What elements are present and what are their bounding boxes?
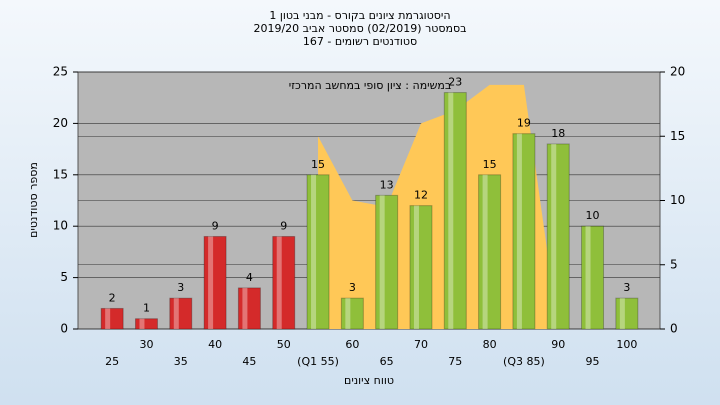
x-tick-label: 30 xyxy=(139,338,153,351)
y-tick-label: 10 xyxy=(53,219,68,233)
y-tick-label: 5 xyxy=(60,270,68,284)
bar-shine xyxy=(345,298,351,329)
bar xyxy=(237,287,261,330)
bar xyxy=(340,297,364,330)
value-label: 3 xyxy=(623,281,630,294)
bar-shine xyxy=(276,236,282,329)
bar-shine xyxy=(105,308,111,329)
y2-tick-label: 10 xyxy=(670,193,685,207)
value-label: 18 xyxy=(551,127,565,140)
x-tick-label: 35 xyxy=(174,355,188,368)
bar xyxy=(375,194,399,330)
bar xyxy=(615,297,639,330)
bar xyxy=(203,235,227,330)
bar-shine xyxy=(413,205,419,329)
x-tick-label: 90 xyxy=(551,338,565,351)
y-tick-label: 0 xyxy=(60,322,68,336)
y-tick-label: 20 xyxy=(53,116,68,130)
bar xyxy=(100,307,124,330)
y-tick-label: 25 xyxy=(53,65,68,79)
y2-tick-label: 5 xyxy=(670,257,678,271)
bar-shine xyxy=(173,298,179,329)
x-tick-label: 60 xyxy=(345,338,359,351)
value-label: 3 xyxy=(349,281,356,294)
x-tick-label: 95 xyxy=(586,355,600,368)
bar xyxy=(409,205,433,330)
bar-shine xyxy=(311,174,317,329)
value-label: 3 xyxy=(177,281,184,294)
x-axis-label: טווח ציונים xyxy=(344,374,394,387)
y-tick-label: 15 xyxy=(53,167,68,181)
bar-shine xyxy=(619,298,625,329)
bar-shine xyxy=(551,143,557,329)
chart-title: היסטוגרמת ציונים בקורס - מבני בטון 1 xyxy=(269,9,450,22)
y2-tick-label: 15 xyxy=(670,129,685,143)
value-label: 12 xyxy=(414,189,428,202)
y2-tick-label: 20 xyxy=(670,65,685,79)
bar xyxy=(169,297,193,330)
x-tick-label: 65 xyxy=(380,355,394,368)
bar-shine xyxy=(585,226,591,329)
bar xyxy=(443,92,467,330)
bar xyxy=(134,318,158,330)
x-tick-label: 75 xyxy=(448,355,462,368)
value-label: 4 xyxy=(246,271,253,284)
bar xyxy=(306,174,330,330)
y2-tick-label: 0 xyxy=(670,322,678,336)
x-tick-label: 40 xyxy=(208,338,222,351)
bar-shine xyxy=(482,174,488,329)
x-tick-label: 80 xyxy=(483,338,497,351)
value-label: 23 xyxy=(448,76,462,89)
x-tick-label: (Q1 55) xyxy=(297,355,339,368)
value-label: 15 xyxy=(483,158,497,171)
x-tick-label: 45 xyxy=(242,355,256,368)
x-tick-label: 25 xyxy=(105,355,119,368)
x-tick-label: (Q3 85) xyxy=(503,355,545,368)
bar xyxy=(512,133,536,330)
chart-subtitle: סטודנטים רשומים - 167 xyxy=(303,35,417,48)
value-label: 15 xyxy=(311,158,325,171)
value-label: 10 xyxy=(586,209,600,222)
bar xyxy=(478,174,502,330)
bar-shine xyxy=(379,195,385,329)
x-tick-label: 70 xyxy=(414,338,428,351)
value-label: 1 xyxy=(143,302,150,315)
value-label: 9 xyxy=(280,219,287,232)
bar xyxy=(546,143,570,330)
bar xyxy=(272,235,296,330)
value-label: 19 xyxy=(517,117,531,130)
bar xyxy=(581,225,605,330)
bar-shine xyxy=(516,133,522,329)
x-tick-label: 100 xyxy=(616,338,637,351)
value-label: 2 xyxy=(109,291,116,304)
bar-shine xyxy=(208,236,214,329)
value-label: 13 xyxy=(380,178,394,191)
bar-shine xyxy=(242,287,248,329)
x-tick-label: 50 xyxy=(277,338,291,351)
bar-shine xyxy=(448,92,454,329)
annotation: במשימה : ציון סופי במחשב המרכזי xyxy=(289,79,452,92)
y-axis-label: מספר סטודנטים xyxy=(27,162,40,238)
value-label: 9 xyxy=(212,219,219,232)
chart-subtitle: בסמסטר (02/2019) סמסטר אביב 2019/20 xyxy=(253,22,466,35)
plot: 0 5 10 15 20 25 0 5 10 15 20 25 2 30 1 35 3 40 9 45 4 50 9 (Q1 … xyxy=(53,65,686,369)
bar-shine xyxy=(139,318,145,329)
